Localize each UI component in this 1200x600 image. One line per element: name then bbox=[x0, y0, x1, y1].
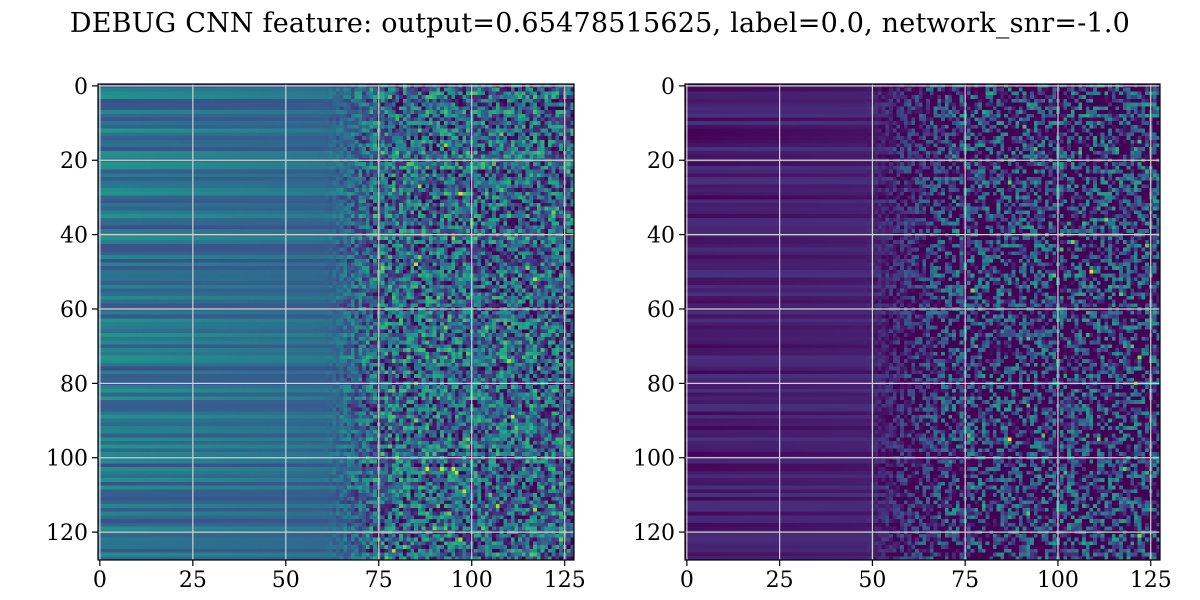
figure-title: DEBUG CNN feature: output=0.65478515625,… bbox=[0, 8, 1200, 39]
y-tick-label: 20 bbox=[647, 149, 675, 174]
heatmap-cells bbox=[685, 84, 1161, 561]
x-tick-label: 50 bbox=[272, 568, 300, 593]
y-tick-label: 40 bbox=[647, 224, 675, 249]
x-tick-label: 50 bbox=[858, 568, 886, 593]
x-tick-label: 100 bbox=[451, 568, 493, 593]
y-tick-label: 80 bbox=[60, 372, 88, 397]
x-tick-label: 25 bbox=[766, 568, 794, 593]
x-tick-label: 0 bbox=[93, 568, 107, 593]
axes-frame bbox=[684, 83, 1161, 561]
x-tick-label: 75 bbox=[365, 568, 393, 593]
heatmap-panel-right: 0 25 50 75 100 125 0 20 40 60 80 100 120 bbox=[633, 75, 1172, 593]
x-tick-label: 25 bbox=[179, 568, 207, 593]
y-tick-label: 100 bbox=[46, 447, 88, 472]
y-tick-label: 120 bbox=[633, 521, 675, 546]
x-tick-label: 125 bbox=[544, 568, 586, 593]
y-tick-label: 0 bbox=[661, 75, 675, 100]
x-tick-label: 125 bbox=[1130, 568, 1172, 593]
x-tick-label: 0 bbox=[680, 568, 694, 593]
y-tick-label: 60 bbox=[60, 298, 88, 323]
y-tick-label: 60 bbox=[647, 298, 675, 323]
y-tick-label: 100 bbox=[633, 447, 675, 472]
y-tick-label: 20 bbox=[60, 149, 88, 174]
axes-frame bbox=[97, 83, 575, 561]
y-tick-label: 40 bbox=[60, 224, 88, 249]
y-tick-label: 80 bbox=[647, 372, 675, 397]
heatmap-cells bbox=[98, 84, 575, 561]
x-tick-label: 100 bbox=[1037, 568, 1079, 593]
y-tick-label: 0 bbox=[74, 75, 88, 100]
heatmap-panel-left: 0 25 50 75 100 125 0 20 40 60 80 100 120 bbox=[46, 75, 586, 593]
y-tick-label: 120 bbox=[46, 521, 88, 546]
x-tick-label: 75 bbox=[951, 568, 979, 593]
